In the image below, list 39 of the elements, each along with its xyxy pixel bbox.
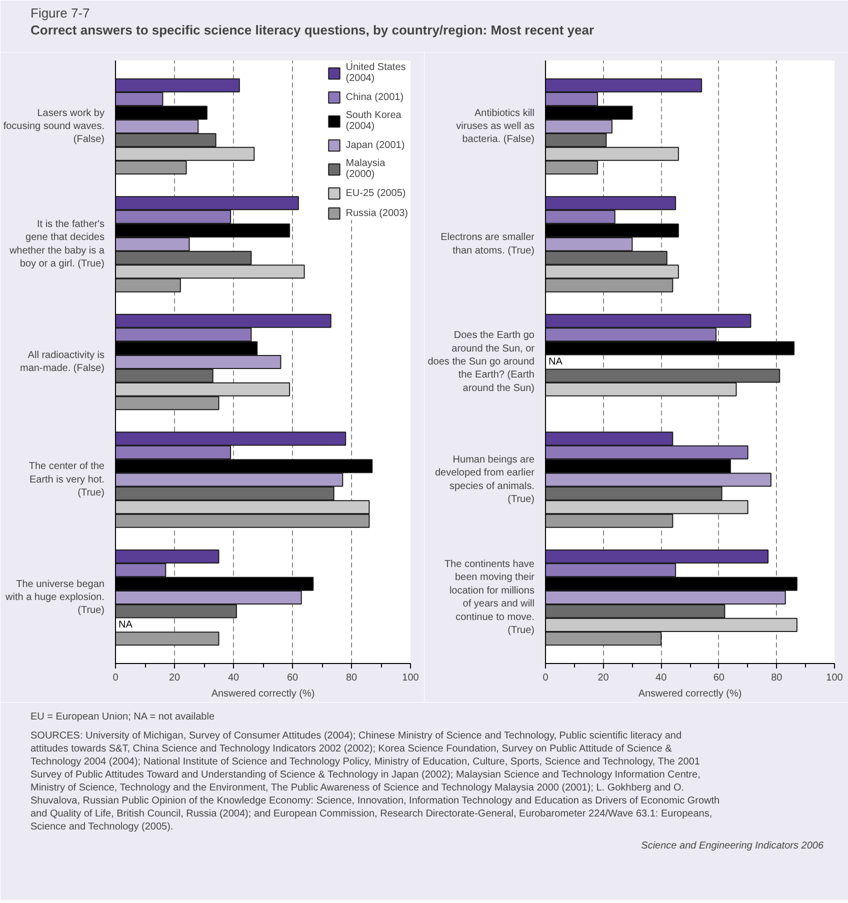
- x-axis-title: Answered correctly (%): [211, 688, 315, 700]
- y-tick-label: Does the Earth go around the Sun, or does the Sun go around the Earth? (Earth around the Sun): [428, 330, 536, 394]
- y-tick-label: Lasers work by focusing sound waves. (False): [3, 108, 105, 146]
- text: NA: [548, 356, 562, 368]
- x-tick-label: 40: [228, 672, 240, 684]
- y-tick-label: The continents have been moving their location for millions of years and will continue to move. (True): [444, 559, 536, 636]
- x-tick-label: 40: [656, 672, 668, 684]
- y-tick-label: The universe began with a huge explosion. (True): [4, 578, 105, 616]
- bar: [116, 632, 220, 646]
- x-tick-label: 0: [542, 672, 549, 684]
- chart-subtitle: Correct answers to specific science literacy questions, by country/region: Most recent year: [30, 22, 594, 38]
- x-tick-label: 60: [286, 672, 298, 684]
- y-tick-label: The center of the Earth is very hot. (True): [28, 461, 105, 498]
- legend-label: Russia (2003): [346, 206, 408, 220]
- text: NA: [118, 619, 132, 630]
- text: Science and Engineering Indicators 2006: [641, 840, 824, 852]
- legend-label: United States (2004): [346, 62, 406, 84]
- legend-label: EU-25 (2005): [346, 186, 406, 200]
- source-note: SOURCES: University of Michigan, Survey of Consumer Attitudes (2004); Chinese Ministry of Science and Technology, Public scientific literacy and attitudes towards S&T, China Science and Technology Indicators 2002 (2002); Korea Science Foundation, Survey on Public Attitude of Science & Technology 2004 (2004); National Institute of Science and Technology Policy, Ministry of Education, Culture, Sports, Science and Technology, The 2001 Survey of Public Attitudes Toward and Understanding of Science & Technology in Japan (2002); Malaysian Science and Technology Information Centre, Ministry of Science, Technology and the Environment, The Public Awareness of Science and Technology Malaysia 2000 (2001); L. Gokhberg and O. Shuvalova, Russian Public Opinion of the Knowledge Economy: Science, Innovation, Information Technology and Education as Drivers of Economic Growth and Quality of Life, British Council, Russia (2004); and European Commission, Research Directorate-General, Eurobarometer 224/Wave 63.1: Europeans, Science and Technology (2005).: [30, 730, 720, 832]
- x-axis-title: Answered correctly (%): [638, 688, 742, 700]
- legend-label: South Korea (2004): [346, 110, 402, 132]
- y-tick-label: All radioactivity is man-made. (False): [20, 350, 105, 374]
- x-tick-label: 100: [402, 672, 420, 684]
- legend-label: Japan (2001): [346, 138, 405, 152]
- y-tick-label: Electrons are smaller than atoms. (True): [440, 232, 536, 256]
- x-tick-label: 20: [598, 672, 610, 684]
- x-tick-label: 80: [346, 672, 358, 684]
- legend-label: China (2001): [346, 90, 404, 104]
- y-tick-label: Human beings are developed from earlier species of animals. (True): [435, 454, 536, 506]
- y-tick-label: Antibiotics kill viruses as well as bacteria. (False): [456, 108, 535, 146]
- y-tick-label: It is the father's gene that decides whether the baby is a boy or a girl. (True): [8, 218, 105, 270]
- x-tick-label: 0: [112, 672, 119, 684]
- x-tick-label: 100: [826, 672, 844, 684]
- x-tick-label: 20: [168, 672, 180, 684]
- chart-title: Figure 7-7: [30, 6, 90, 20]
- legend-label: Malaysia (2000): [346, 158, 386, 180]
- x-tick-label: 80: [771, 672, 783, 684]
- text: EU = European Union; NA = not available: [30, 712, 215, 722]
- x-tick-label: 60: [713, 672, 725, 684]
